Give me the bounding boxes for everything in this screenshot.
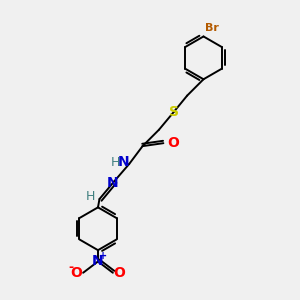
Text: N: N	[118, 155, 130, 170]
Text: O: O	[113, 266, 125, 280]
Text: O: O	[70, 266, 83, 280]
Text: H: H	[86, 190, 95, 202]
Text: H: H	[111, 156, 120, 169]
Text: +: +	[99, 251, 107, 261]
Text: Br: Br	[205, 23, 219, 33]
Text: S: S	[169, 105, 179, 119]
Text: O: O	[167, 136, 179, 150]
Text: -: -	[68, 261, 73, 274]
Text: N: N	[107, 176, 119, 190]
Text: N: N	[92, 254, 104, 268]
